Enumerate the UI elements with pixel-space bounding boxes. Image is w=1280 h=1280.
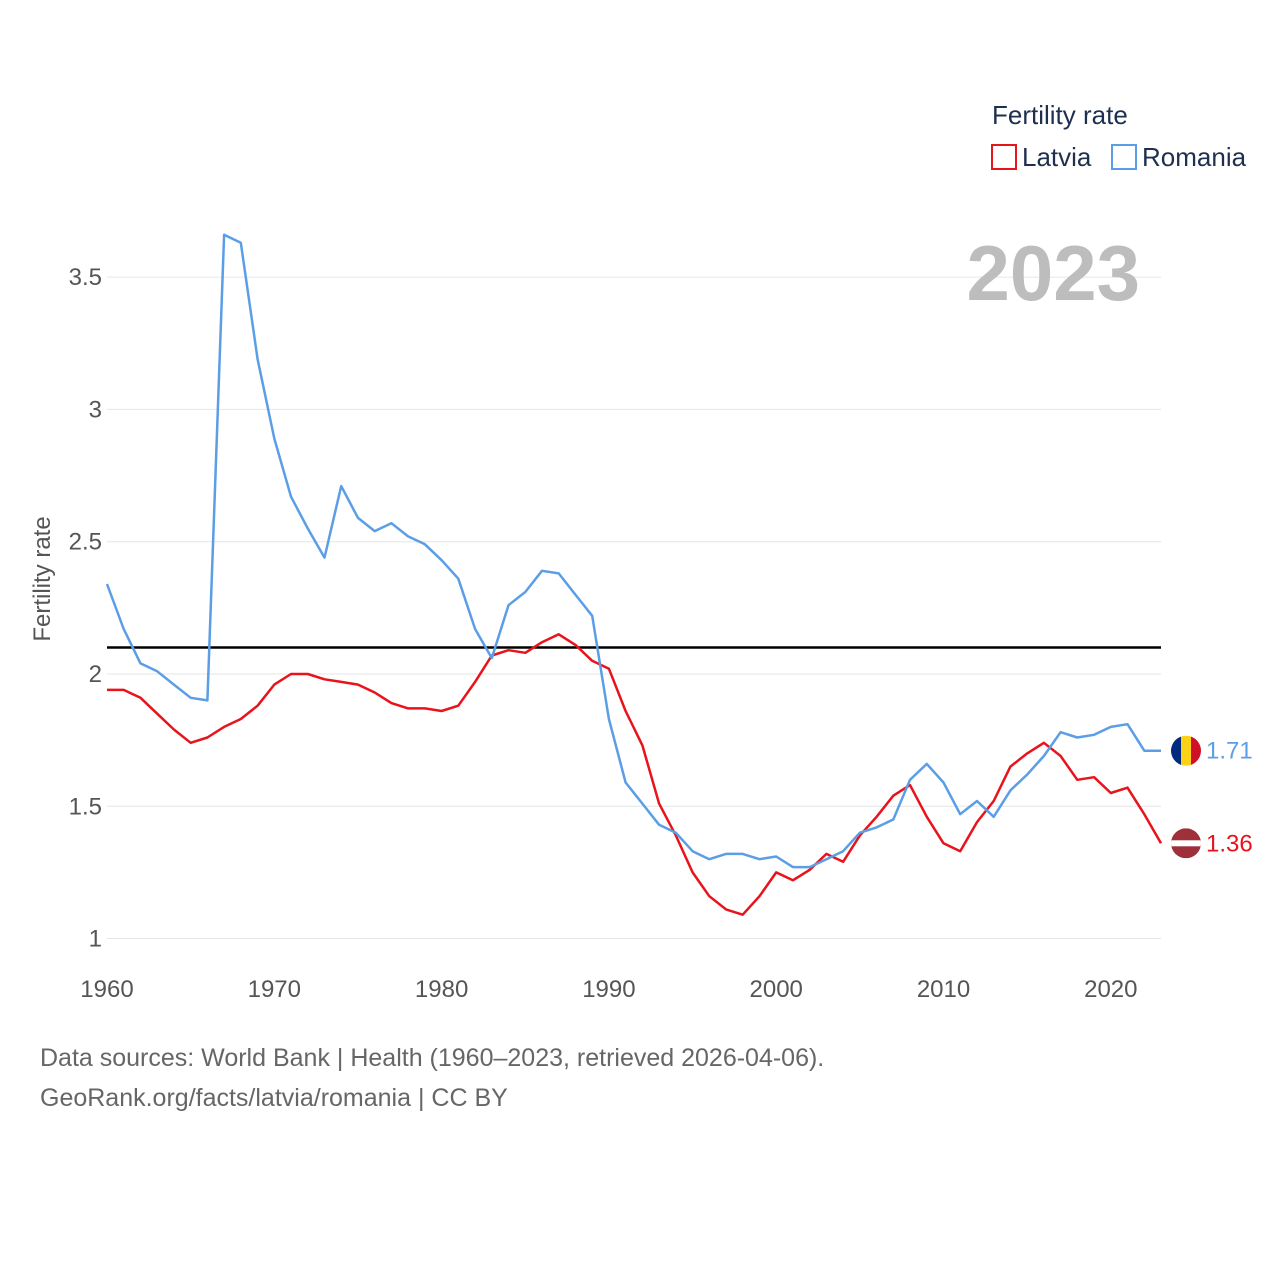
footer-attribution-link[interactable]: GeoRank.org/facts/latvia/romania | CC BY <box>40 1084 508 1112</box>
x-tick-label: 2020 <box>1084 976 1137 1003</box>
series-end-markers: 1.36 1.71 <box>1171 735 1253 859</box>
series-line-romania[interactable] <box>105 233 1161 869</box>
y-tick-label: 1 <box>89 926 102 953</box>
y-tick-label: 2 <box>89 661 102 688</box>
x-tick-label: 2010 <box>917 976 970 1003</box>
x-tick-label: 1960 <box>80 976 133 1003</box>
x-axis-ticks: 1960 1970 1980 1990 2000 2010 2020 <box>80 976 1137 1003</box>
series-lines <box>105 233 1163 916</box>
y-tick-label: 3 <box>89 396 102 423</box>
romania-flag-icon <box>1171 735 1201 766</box>
y-tick-label: 3.5 <box>69 264 102 291</box>
end-value-latvia: 1.36 <box>1206 830 1253 857</box>
legend-label-romania: Romania <box>1142 142 1247 172</box>
y-axis-title: Fertility rate <box>29 516 56 641</box>
year-label: 2023 <box>966 229 1140 317</box>
legend-title: Fertility rate <box>992 100 1128 130</box>
y-tick-label: 2.5 <box>69 529 102 556</box>
legend-item-latvia[interactable]: Latvia <box>991 142 1092 172</box>
series-line-latvia[interactable] <box>107 633 1163 916</box>
legend-swatch-romania <box>1111 144 1137 170</box>
x-tick-label: 1970 <box>248 976 301 1003</box>
legend-item-romania[interactable]: Romania <box>1111 142 1247 172</box>
legend-label-latvia: Latvia <box>1022 142 1092 172</box>
legend-swatch-latvia <box>991 144 1017 170</box>
y-axis-ticks: 1 1.5 2 2.5 3 3.5 <box>69 264 102 952</box>
x-tick-label: 1990 <box>582 976 635 1003</box>
footer-sources: Data sources: World Bank | Health (1960–… <box>40 1044 825 1072</box>
x-tick-label: 1980 <box>415 976 468 1003</box>
end-value-romania: 1.71 <box>1206 738 1253 765</box>
x-tick-label: 2000 <box>750 976 803 1003</box>
gridlines <box>107 276 1161 940</box>
y-tick-label: 1.5 <box>69 793 102 820</box>
legend: Fertility rate Latvia Romania <box>991 100 1247 172</box>
latvia-flag-icon <box>1171 828 1201 859</box>
